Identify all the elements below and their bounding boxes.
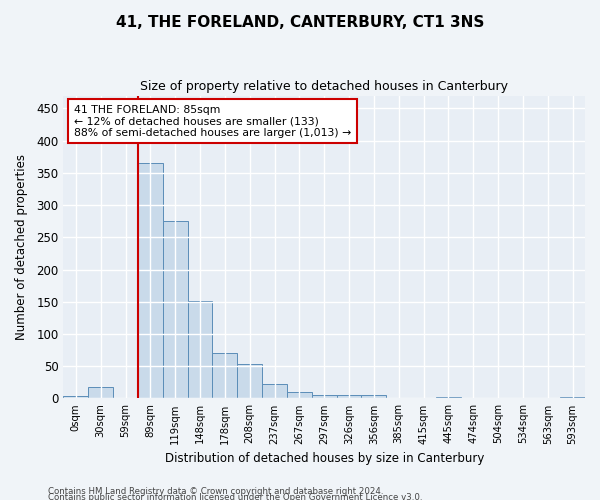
Y-axis label: Number of detached properties: Number of detached properties [15, 154, 28, 340]
Bar [337, 394, 361, 398]
Bar [88, 387, 113, 398]
Bar [436, 397, 461, 398]
Bar [312, 395, 337, 398]
Bar [262, 384, 287, 398]
Bar [163, 221, 188, 398]
Bar [64, 396, 88, 398]
Bar [361, 394, 386, 398]
Text: 41, THE FORELAND, CANTERBURY, CT1 3NS: 41, THE FORELAND, CANTERBURY, CT1 3NS [116, 15, 484, 30]
Bar [212, 352, 237, 399]
Text: 41 THE FORELAND: 85sqm
← 12% of detached houses are smaller (133)
88% of semi-de: 41 THE FORELAND: 85sqm ← 12% of detached… [74, 104, 351, 138]
Text: Contains public sector information licensed under the Open Government Licence v3: Contains public sector information licen… [48, 492, 422, 500]
Bar [138, 163, 163, 398]
Bar [287, 392, 312, 398]
Bar [560, 397, 585, 398]
Bar [237, 364, 262, 398]
Bar [188, 301, 212, 398]
X-axis label: Distribution of detached houses by size in Canterbury: Distribution of detached houses by size … [164, 452, 484, 465]
Text: Contains HM Land Registry data © Crown copyright and database right 2024.: Contains HM Land Registry data © Crown c… [48, 486, 383, 496]
Title: Size of property relative to detached houses in Canterbury: Size of property relative to detached ho… [140, 80, 508, 93]
